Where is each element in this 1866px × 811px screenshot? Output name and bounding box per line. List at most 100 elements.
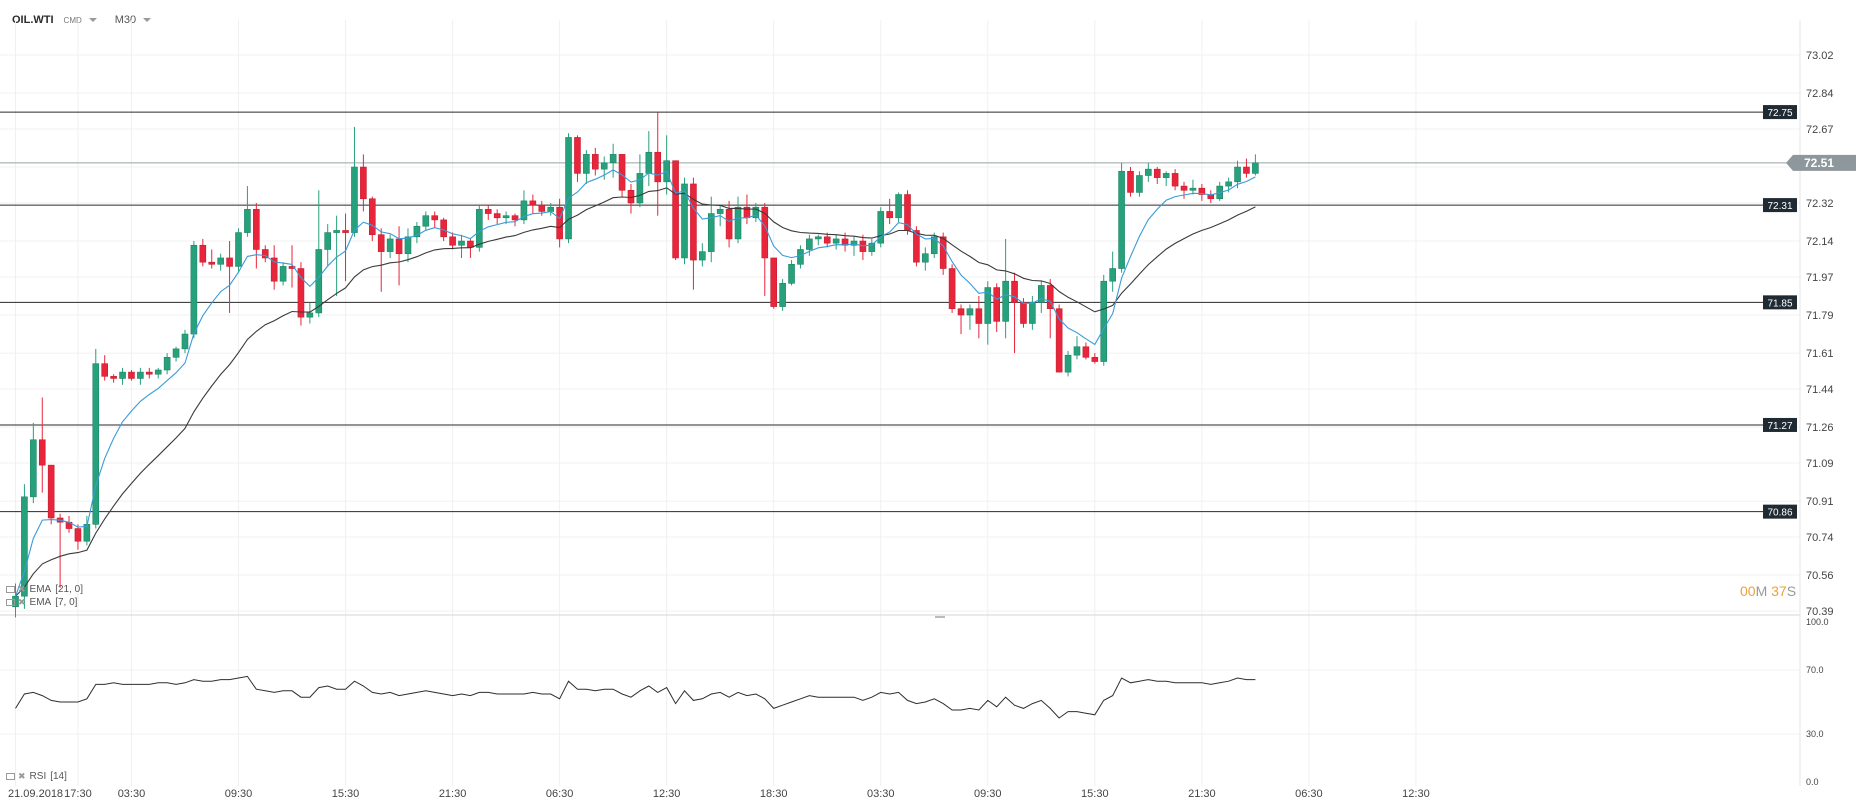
candle-body [342, 230, 349, 233]
candle-body [217, 257, 224, 265]
candle-body [966, 308, 974, 316]
candle [377, 228, 385, 292]
price-tick-label: 71.79 [1806, 310, 1834, 322]
candle [529, 194, 537, 214]
candle-body [556, 206, 563, 240]
candle [895, 192, 902, 223]
candle [922, 247, 929, 271]
candle [645, 131, 653, 187]
price-tick-label: 71.61 [1806, 348, 1834, 360]
candle [734, 196, 742, 244]
candle-body [288, 266, 296, 269]
candle [1082, 342, 1090, 360]
rsi-tick-label: 100.0 [1806, 617, 1829, 627]
candle-body [458, 240, 465, 246]
candle [1055, 304, 1063, 373]
candle-body [645, 151, 653, 174]
remove-ema21-icon[interactable]: ✖ [18, 584, 26, 594]
symbol-label[interactable]: OIL.WTI [12, 14, 54, 26]
candle-body [565, 137, 572, 240]
candle-body [351, 166, 358, 233]
level-tag-label: 71.85 [1767, 298, 1792, 309]
candle-body [1055, 308, 1063, 373]
time-tick-label: 17:30 [64, 788, 92, 800]
candle-body [1100, 280, 1108, 362]
series-icon[interactable] [6, 773, 15, 780]
candle [806, 234, 813, 256]
candle [707, 196, 715, 263]
remove-rsi-icon[interactable]: ✖ [18, 771, 26, 781]
candle [199, 238, 207, 267]
candle-body [431, 215, 439, 221]
candle-body [850, 240, 858, 246]
candle [1118, 162, 1125, 273]
candle [600, 156, 608, 180]
candle [993, 283, 1001, 332]
candle-body [690, 183, 697, 261]
category-label: CMD [63, 15, 82, 25]
rsi-tick-label: 0.0 [1806, 777, 1819, 787]
candle [1216, 181, 1223, 201]
candle-body [21, 496, 28, 597]
candle [1020, 298, 1027, 328]
candle-body [1002, 280, 1009, 322]
rsi-tick-label: 70.0 [1806, 665, 1824, 675]
time-tick-label: 21:30 [439, 788, 467, 800]
candle-body [779, 283, 786, 307]
candle [966, 304, 974, 330]
series-icon[interactable] [6, 586, 15, 593]
candle [520, 190, 528, 225]
candle-body [208, 261, 216, 265]
timeframe-selector[interactable]: M30 [114, 14, 137, 26]
candle-body [110, 376, 117, 379]
remove-ema7-icon[interactable]: ✖ [18, 597, 26, 607]
price-tick-label: 73.02 [1806, 50, 1834, 62]
candle-body [92, 363, 100, 525]
legend-rsi: ✖ RSI [14] [6, 771, 67, 782]
timeframe-dropdown-icon[interactable] [143, 18, 152, 22]
candle [279, 262, 287, 286]
time-tick-label: 09:30 [225, 788, 253, 800]
grid-lines [0, 20, 1801, 786]
candle-body [814, 236, 822, 240]
candle [38, 397, 46, 493]
candle-body [12, 595, 19, 608]
rsi-line [15, 675, 1256, 719]
candle-body [1064, 354, 1072, 373]
candle [1109, 251, 1116, 292]
candle [413, 222, 421, 244]
candle [83, 515, 91, 546]
category-dropdown-icon[interactable] [88, 18, 97, 22]
candle-body [1153, 168, 1161, 178]
candle [101, 355, 108, 381]
candle-body [449, 236, 456, 246]
candle-body [137, 371, 144, 379]
candle [1234, 160, 1241, 189]
candle-body [377, 234, 385, 252]
candle-body [244, 209, 251, 233]
candle [386, 234, 394, 258]
legend-ema21: ✖ EMA [21, 0] [6, 584, 83, 595]
candle [12, 583, 19, 618]
candle-body [823, 236, 831, 244]
candle-body [333, 230, 340, 233]
candle-body [1091, 357, 1099, 362]
candle-body [895, 194, 902, 219]
level-tag [1763, 105, 1797, 120]
series-icon[interactable] [6, 599, 15, 606]
candle [797, 245, 804, 269]
candle-body [975, 308, 983, 324]
candle-body [797, 249, 804, 265]
time-tick-label: 09:30 [974, 788, 1002, 800]
candle-body [1180, 185, 1188, 191]
level-tag-label: 72.75 [1767, 108, 1792, 119]
candle [609, 143, 617, 178]
candle-body [672, 160, 679, 259]
price-tick-label: 72.32 [1806, 198, 1834, 210]
candle-body [1029, 302, 1036, 324]
candle-body [1011, 280, 1018, 303]
candle-body [154, 369, 162, 375]
time-tick-label: 21:30 [1188, 788, 1216, 800]
candle-body [146, 371, 153, 375]
